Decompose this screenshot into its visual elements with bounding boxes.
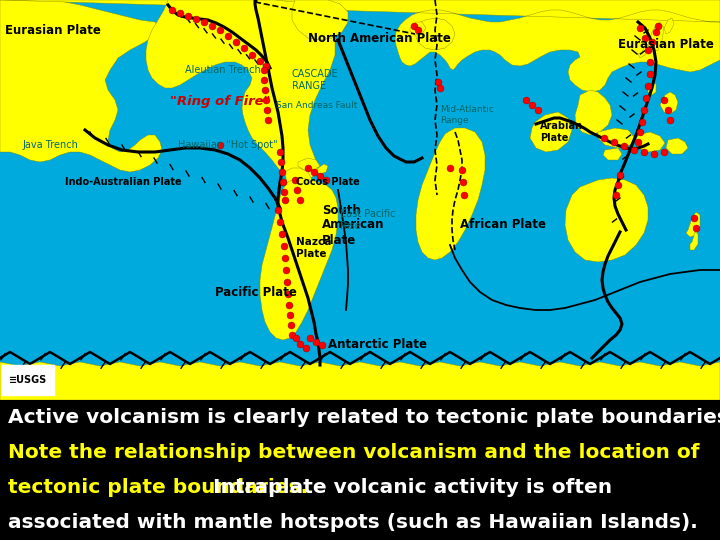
Polygon shape [0,0,720,92]
Polygon shape [260,178,338,340]
Text: East Pacific
Rise: East Pacific Rise [340,209,395,231]
Bar [2,365,54,395]
Text: Cocos Plate: Cocos Plate [296,177,360,187]
Polygon shape [146,0,335,182]
Text: Intraplate volcanic activity is often: Intraplate volcanic activity is often [199,478,612,497]
Polygon shape [565,178,648,262]
Polygon shape [690,232,698,250]
Text: Mid-Atlantic
Range: Mid-Atlantic Range [440,105,494,125]
Text: Hawaiian "Hot Spot": Hawaiian "Hot Spot" [178,140,278,150]
Polygon shape [638,44,648,58]
Polygon shape [316,164,328,174]
Text: Indo-Australian Plate: Indo-Australian Plate [65,177,181,187]
Polygon shape [666,138,688,154]
Text: tectonic plate boundaries.: tectonic plate boundaries. [8,478,308,497]
Polygon shape [298,158,320,170]
Text: Nazca
Plate: Nazca Plate [296,237,331,259]
Polygon shape [285,168,312,192]
Polygon shape [686,212,700,237]
Text: South
American
Plate: South American Plate [322,204,384,246]
Text: San Andreas Fault: San Andreas Fault [276,100,357,110]
Polygon shape [410,22,426,35]
Text: African Plate: African Plate [460,219,546,232]
Polygon shape [415,18,455,50]
Polygon shape [575,90,612,135]
Text: Arabian
Plate: Arabian Plate [540,121,583,143]
Text: Pacific Plate: Pacific Plate [215,286,297,299]
Polygon shape [0,362,720,400]
Text: Active volcanism is clearly related to tectonic plate boundaries.: Active volcanism is clearly related to t… [8,408,720,427]
Text: CASCADE
RANGE: CASCADE RANGE [292,69,338,91]
Text: Eurasian Plate: Eurasian Plate [618,38,714,51]
Text: Aleutian Trench: Aleutian Trench [185,65,261,75]
Text: associated with mantle hotspots (such as Hawaiian Islands).: associated with mantle hotspots (such as… [8,513,698,532]
Bar [2,365,54,395]
Polygon shape [635,132,665,152]
Polygon shape [603,148,622,160]
Polygon shape [416,128,485,260]
Polygon shape [292,0,348,40]
Polygon shape [648,82,656,95]
Text: "Ring of Fire": "Ring of Fire" [170,96,271,109]
Polygon shape [648,22,664,52]
Text: Eurasian Plate: Eurasian Plate [5,24,101,37]
Text: Note the relationship between volcanism and the location of: Note the relationship between volcanism … [8,443,700,462]
Polygon shape [660,92,678,114]
Text: North American Plate: North American Plate [308,31,451,44]
Text: ≡USGS: ≡USGS [9,375,47,385]
Polygon shape [664,18,674,34]
Polygon shape [530,112,572,152]
Polygon shape [598,128,635,148]
Text: Java Trench: Java Trench [22,140,78,150]
Polygon shape [0,0,162,172]
Text: Antarctic Plate: Antarctic Plate [328,339,427,352]
